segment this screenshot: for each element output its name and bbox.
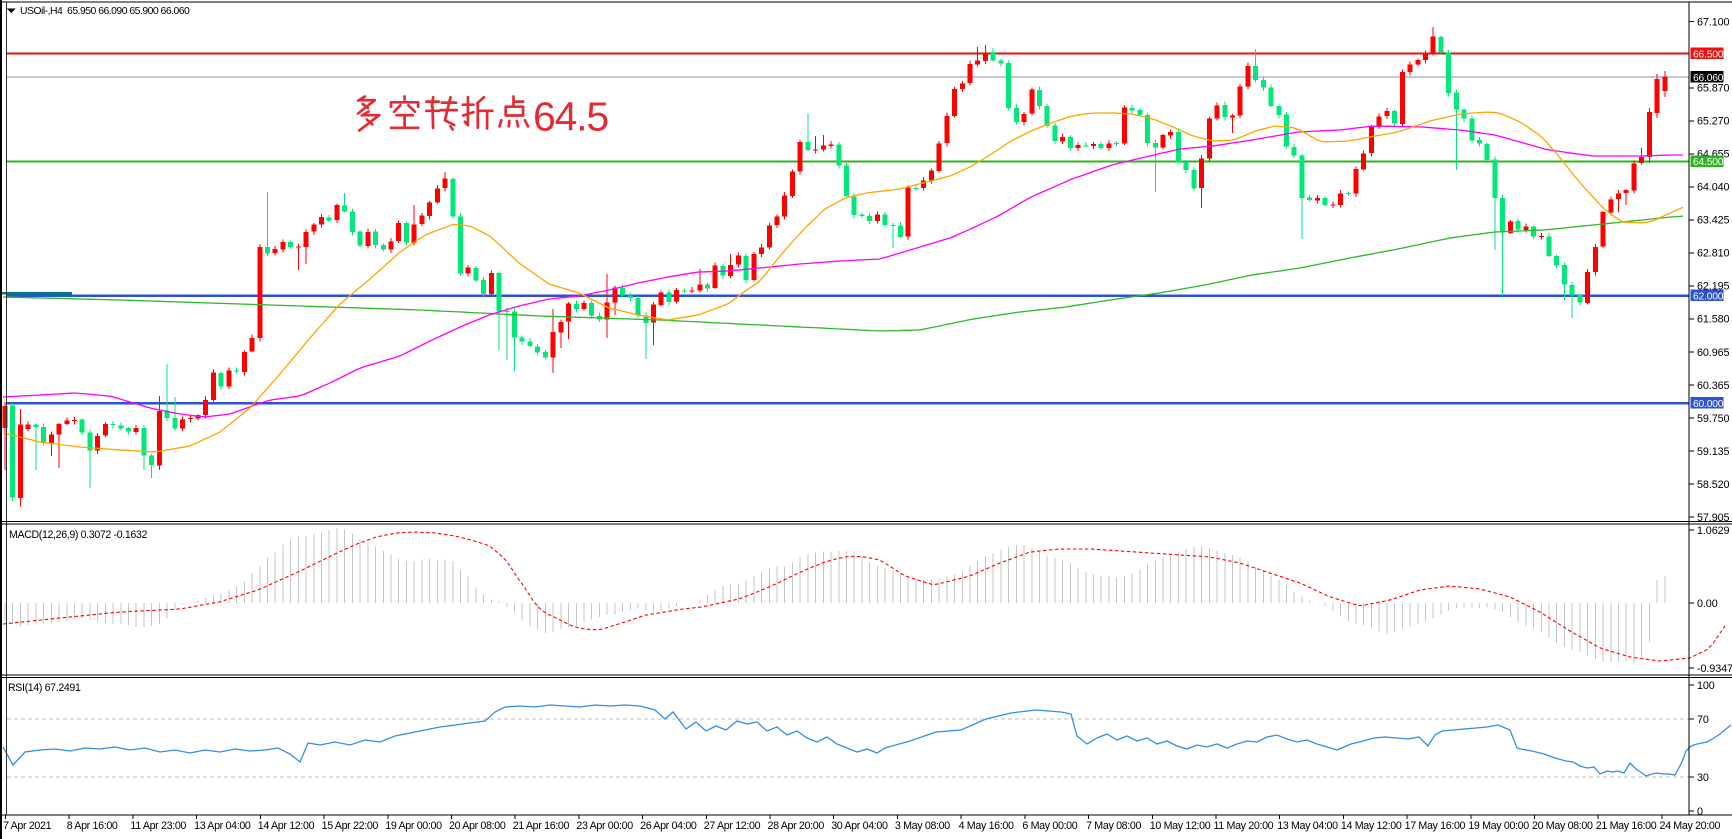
svg-text:24 May 20:00: 24 May 20:00 bbox=[1660, 820, 1721, 832]
svg-text:59.750: 59.750 bbox=[1697, 413, 1730, 425]
svg-text:14 May 12:00: 14 May 12:00 bbox=[1341, 820, 1402, 832]
svg-text:59.135: 59.135 bbox=[1697, 446, 1730, 458]
svg-text:4 May 16:00: 4 May 16:00 bbox=[959, 820, 1014, 832]
svg-text:30: 30 bbox=[1697, 772, 1709, 784]
svg-text:10 May 12:00: 10 May 12:00 bbox=[1150, 820, 1211, 832]
svg-text:67.100: 67.100 bbox=[1697, 17, 1730, 29]
svg-text:64.040: 64.040 bbox=[1697, 182, 1730, 194]
svg-text:15 Apr 22:00: 15 Apr 22:00 bbox=[322, 820, 379, 832]
svg-text:61.580: 61.580 bbox=[1697, 314, 1730, 326]
svg-text:17 May 16:00: 17 May 16:00 bbox=[1405, 820, 1466, 832]
svg-text:20 May 08:00: 20 May 08:00 bbox=[1532, 820, 1593, 832]
svg-text:11 Apr 23:00: 11 Apr 23:00 bbox=[130, 820, 186, 832]
svg-text:30 Apr 04:00: 30 Apr 04:00 bbox=[831, 820, 888, 832]
svg-text:100: 100 bbox=[1697, 680, 1715, 692]
svg-text:65.870: 65.870 bbox=[1697, 83, 1730, 95]
svg-text:19 May 00:00: 19 May 00:00 bbox=[1468, 820, 1529, 832]
svg-text:63.425: 63.425 bbox=[1697, 215, 1730, 227]
svg-text:62.810: 62.810 bbox=[1697, 248, 1730, 260]
svg-text:64.500: 64.500 bbox=[1693, 157, 1724, 168]
svg-text:MACD(12,26,9) 0.3072 -0.1632: MACD(12,26,9) 0.3072 -0.1632 bbox=[9, 529, 147, 541]
svg-text:70: 70 bbox=[1697, 714, 1709, 726]
svg-text:62.000: 62.000 bbox=[1693, 291, 1724, 302]
svg-text:28 Apr 20:00: 28 Apr 20:00 bbox=[768, 820, 825, 832]
svg-text:57.905: 57.905 bbox=[1697, 512, 1730, 524]
svg-text:8 Apr 16:00: 8 Apr 16:00 bbox=[67, 820, 118, 832]
svg-text:11 May 20:00: 11 May 20:00 bbox=[1214, 820, 1274, 832]
svg-text:60.000: 60.000 bbox=[1693, 399, 1724, 410]
svg-text:14 Apr 12:00: 14 Apr 12:00 bbox=[258, 820, 315, 832]
svg-text:23 Apr 00:00: 23 Apr 00:00 bbox=[576, 820, 633, 832]
svg-text:26 Apr 04:00: 26 Apr 04:00 bbox=[640, 820, 697, 832]
svg-text:58.520: 58.520 bbox=[1697, 479, 1730, 491]
svg-text:20 Apr 08:00: 20 Apr 08:00 bbox=[449, 820, 506, 832]
svg-text:19 Apr 00:00: 19 Apr 00:00 bbox=[385, 820, 442, 832]
svg-text:7 May 08:00: 7 May 08:00 bbox=[1086, 820, 1141, 832]
svg-text:1.0629: 1.0629 bbox=[1697, 525, 1730, 537]
svg-text:-0.9347: -0.9347 bbox=[1697, 663, 1732, 675]
svg-text:3 May 08:00: 3 May 08:00 bbox=[895, 820, 950, 832]
svg-text:66.060: 66.060 bbox=[1693, 73, 1724, 84]
svg-text:65.270: 65.270 bbox=[1697, 116, 1730, 128]
svg-text:60.965: 60.965 bbox=[1697, 347, 1730, 359]
svg-text:0.00: 0.00 bbox=[1697, 598, 1718, 610]
svg-text:13 Apr 04:00: 13 Apr 04:00 bbox=[194, 820, 251, 832]
svg-text:13 May 04:00: 13 May 04:00 bbox=[1277, 820, 1338, 832]
svg-text:21 Apr 16:00: 21 Apr 16:00 bbox=[513, 820, 570, 832]
svg-text:RSI(14) 67.2491: RSI(14) 67.2491 bbox=[8, 682, 81, 694]
svg-text:6 May 00:00: 6 May 00:00 bbox=[1022, 820, 1077, 832]
svg-text:60.365: 60.365 bbox=[1697, 380, 1730, 392]
svg-text:USOil-,H4 65.950 66.090 65.90: USOil-,H4 65.950 66.090 65.900 66.060 bbox=[20, 6, 190, 17]
svg-text:0: 0 bbox=[1697, 806, 1703, 818]
svg-text:66.500: 66.500 bbox=[1693, 49, 1724, 60]
svg-text:27 Apr 12:00: 27 Apr 12:00 bbox=[704, 820, 761, 832]
svg-text:64.5: 64.5 bbox=[533, 94, 608, 140]
svg-text:7 Apr 2021: 7 Apr 2021 bbox=[3, 820, 52, 832]
svg-text:21 May 16:00: 21 May 16:00 bbox=[1596, 820, 1657, 832]
